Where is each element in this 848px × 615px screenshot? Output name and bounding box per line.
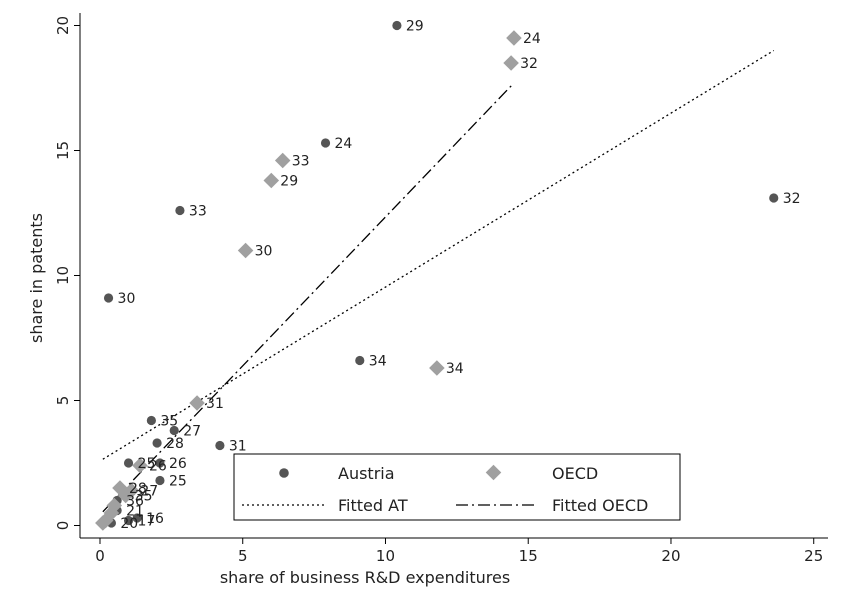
austria-point-label: 31 (229, 439, 247, 455)
plot-area (80, 13, 828, 538)
x-tick-label: 10 (376, 547, 395, 565)
austria-point-label: 35 (160, 414, 178, 430)
austria-point-label: 26 (169, 456, 187, 472)
austria-point-label: 28 (166, 436, 184, 452)
x-axis-ticks: 0 5 10 15 20 25 (95, 538, 823, 565)
austria-point-label: 30 (118, 291, 136, 307)
austria-point (152, 438, 162, 448)
fit-lines (102, 49, 775, 513)
oecd-point-label: 32 (520, 56, 538, 72)
data-points (95, 20, 779, 531)
oecd-point-label: 27 (140, 484, 158, 500)
austria-point-label: 25 (138, 456, 156, 472)
austria-point-label: 21 (126, 504, 144, 520)
oecd-point (274, 152, 291, 169)
austria-point-label: 20 (120, 516, 138, 532)
y-tick-label: 15 (54, 141, 72, 160)
oecd-point-label: 29 (280, 174, 298, 190)
austria-point-label: 25 (169, 474, 187, 490)
oecd-point (506, 30, 522, 46)
oecd-point (132, 457, 148, 474)
oecd-point-label: 30 (255, 244, 273, 260)
austria-point (123, 458, 134, 468)
oecd-point-label: 34 (446, 361, 464, 377)
austria-point (123, 515, 134, 526)
y-tick-label: 0 (54, 521, 72, 531)
austria-point (169, 425, 179, 436)
austria-point (103, 293, 114, 303)
austria-point (155, 458, 165, 468)
oecd-point-label: 33 (292, 154, 310, 170)
y-axis-title: share in patents (27, 213, 46, 343)
oecd-point (189, 395, 205, 411)
austria-point (320, 138, 331, 148)
legend-austria-label: Austria (338, 464, 395, 483)
oecd-point-label: 26 (149, 459, 167, 475)
austria-point (175, 205, 185, 216)
y-axis-ticks: 0 5 10 15 20 (54, 16, 80, 530)
austria-point-label: 16 (146, 511, 164, 527)
x-tick-label: 0 (95, 547, 105, 565)
austria-point-label: 34 (369, 354, 387, 370)
fitted-oecd-line (102, 82, 515, 513)
x-tick-label: 5 (238, 547, 248, 565)
austria-point-label: 29 (406, 19, 424, 35)
legend-oecd-label: OECD (552, 464, 598, 483)
x-tick-label: 15 (519, 547, 538, 565)
y-tick-label: 20 (54, 16, 72, 35)
legend-fitted-oecd-label: Fitted OECD (552, 496, 648, 515)
x-tick-label: 20 (661, 547, 680, 565)
legend-fitted-at-label: Fitted AT (338, 496, 408, 515)
x-tick-label: 25 (804, 547, 823, 565)
oecd-point-label: 24 (523, 31, 541, 47)
austria-point (355, 355, 365, 366)
austria-point (215, 440, 225, 451)
oecd-point (237, 242, 254, 259)
austria-point (392, 20, 402, 31)
y-tick-label: 10 (54, 266, 72, 285)
austria-point-label: 27 (183, 424, 201, 440)
oecd-point-label: 31 (206, 396, 224, 412)
austria-point-label: 17 (138, 514, 156, 530)
legend-box (233, 453, 681, 521)
austria-point (132, 513, 142, 523)
oecd-point (263, 172, 280, 189)
oecd-point-label: 35 (135, 489, 153, 505)
oecd-point-label: 28 (129, 481, 147, 497)
x-axis-title: share of business R&D expenditures (220, 568, 510, 587)
legend: Austria OECD Fitted AT Fitted OECD (233, 453, 681, 521)
legend-austria-marker (279, 468, 289, 478)
austria-point-label: 33 (189, 204, 207, 220)
austria-point-label: 24 (335, 136, 353, 152)
austria-point (146, 415, 156, 426)
austria-point (769, 193, 779, 203)
austria-point-label: 36 (126, 494, 144, 510)
austria-point-label: 32 (783, 191, 801, 207)
fitted-at-line (102, 49, 775, 460)
y-tick-label: 5 (54, 396, 72, 406)
austria-point (155, 475, 165, 486)
